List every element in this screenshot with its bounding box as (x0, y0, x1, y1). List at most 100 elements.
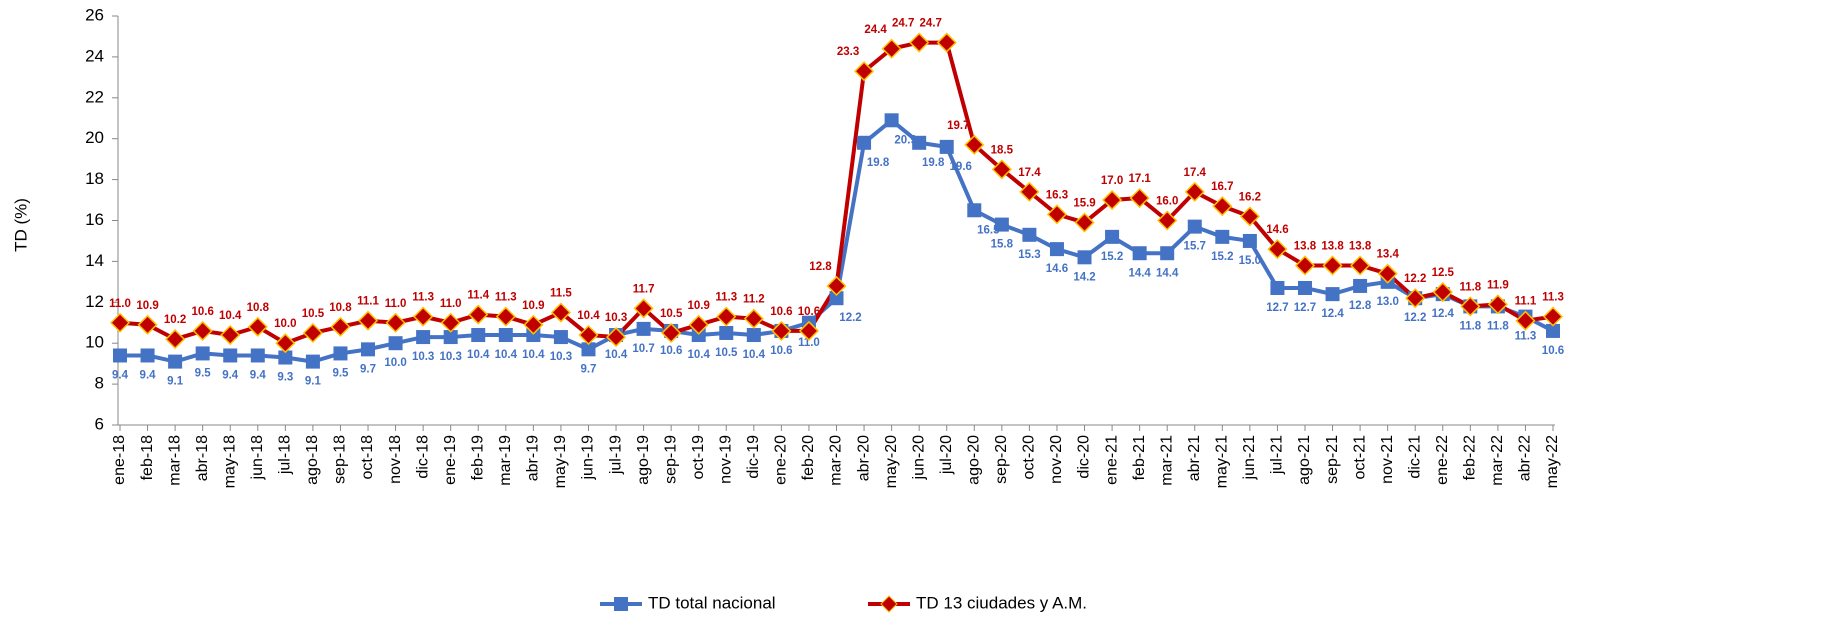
data-label: 13.8 (1321, 241, 1344, 253)
data-point (1267, 239, 1288, 260)
data-point (1515, 310, 1536, 331)
data-label: 15.2 (1211, 251, 1233, 263)
data-point (853, 61, 875, 82)
data-label: 10.4 (495, 349, 518, 361)
data-label: 11.3 (715, 292, 737, 304)
x-tick-label: feb-22 (1462, 435, 1479, 480)
data-point (109, 312, 131, 333)
data-label: 23.3 (837, 46, 859, 58)
data-point (636, 321, 651, 336)
data-label: 10.6 (770, 345, 792, 357)
data-label: 10.0 (384, 357, 406, 369)
data-label: 9.4 (112, 370, 129, 382)
data-label: 12.7 (1294, 302, 1316, 314)
x-tick-label: sep-21 (1324, 435, 1341, 484)
x-tick-label: sep-19 (662, 435, 679, 484)
x-tick-label: jun-18 (249, 435, 266, 481)
data-point (192, 320, 213, 341)
x-tick-label: feb-20 (800, 435, 817, 480)
y-tick-label: 26 (85, 5, 104, 24)
x-tick-label: oct-18 (359, 435, 376, 480)
x-tick-label: nov-20 (1048, 435, 1065, 484)
data-label: 11.3 (1515, 331, 1537, 343)
data-label: 10.6 (1542, 345, 1564, 357)
data-point (385, 312, 406, 333)
x-tick-label: ene-18 (111, 435, 128, 485)
data-label: 10.6 (660, 345, 682, 357)
data-label: 10.3 (550, 351, 572, 363)
data-point (884, 113, 899, 128)
x-tick-label: abr-22 (1517, 435, 1534, 481)
data-point (305, 354, 320, 369)
data-label: 11.0 (385, 298, 407, 310)
data-label: 10.8 (247, 302, 270, 314)
data-label: 11.0 (109, 298, 131, 310)
data-label: 12.7 (1266, 302, 1288, 314)
x-tick-label: jul-21 (1269, 435, 1286, 475)
data-point (661, 322, 682, 344)
data-point (498, 328, 513, 343)
data-label: 10.4 (467, 349, 490, 361)
data-label: 9.5 (195, 367, 212, 379)
x-tick-label: nov-21 (1379, 435, 1396, 484)
data-point (716, 306, 737, 327)
data-label: 10.0 (274, 318, 296, 330)
data-label: 10.6 (798, 306, 820, 318)
data-label: 15.2 (1101, 251, 1123, 263)
data-label: 14.6 (1266, 224, 1288, 236)
data-label: 12.2 (839, 312, 861, 324)
data-label: 13.0 (1376, 296, 1398, 308)
data-point (1294, 255, 1316, 276)
data-point (333, 346, 348, 361)
x-tick-label: jul-20 (938, 435, 955, 475)
data-point (688, 314, 709, 335)
data-point (1350, 255, 1371, 276)
data-point (967, 203, 982, 218)
data-point (443, 330, 458, 345)
data-point (881, 38, 902, 59)
data-label: 11.2 (743, 294, 765, 306)
x-tick-label: oct-19 (690, 435, 707, 480)
data-label: 15.3 (1018, 249, 1040, 261)
data-label: 10.3 (412, 351, 434, 363)
data-point (1160, 246, 1175, 261)
data-label: 9.1 (305, 376, 322, 388)
x-tick-label: mar-18 (166, 435, 183, 486)
data-point (1074, 212, 1095, 233)
data-point (553, 330, 568, 345)
data-point (829, 291, 844, 306)
x-tick-label: feb-18 (139, 435, 156, 480)
data-label: 10.4 (605, 349, 628, 361)
data-point (633, 298, 654, 319)
data-label: 11.1 (1515, 296, 1537, 308)
x-tick-label: may-19 (552, 435, 569, 488)
data-point (1049, 242, 1064, 257)
x-tick-label: ene-20 (773, 435, 790, 485)
data-point (388, 336, 403, 351)
x-tick-label: dic-21 (1406, 435, 1423, 479)
data-label: 12.4 (1432, 308, 1455, 320)
data-point (495, 306, 516, 327)
data-point (1077, 250, 1092, 265)
x-tick-label: sep-18 (332, 435, 349, 484)
data-label: 12.2 (1404, 273, 1426, 285)
data-point (994, 217, 1009, 232)
data-point (1022, 227, 1037, 242)
x-tick-label: jun-20 (910, 435, 927, 481)
x-tick-label: ago-20 (966, 435, 983, 485)
y-tick-label: 12 (85, 292, 104, 311)
x-tick-label: ago-18 (304, 435, 321, 485)
data-point (550, 302, 571, 323)
data-label: 10.9 (136, 300, 158, 312)
data-label: 11.0 (440, 298, 462, 310)
data-point (523, 314, 544, 335)
x-tick-label: mar-21 (1158, 435, 1175, 486)
x-tick-label: ago-19 (635, 435, 652, 485)
x-tick-label: ene-19 (442, 435, 459, 485)
data-point (909, 32, 930, 53)
data-point (798, 320, 820, 341)
data-point (413, 306, 434, 327)
data-label: 10.3 (439, 351, 461, 363)
data-point (165, 329, 186, 350)
data-point (247, 316, 268, 337)
